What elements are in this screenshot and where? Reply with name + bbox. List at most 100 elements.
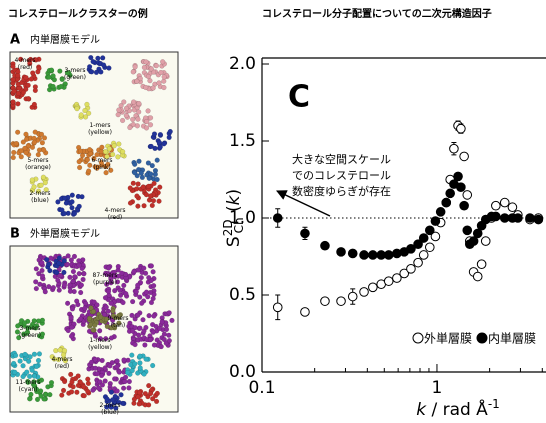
x-axis-label-part: / rad Å xyxy=(426,398,488,420)
y-tick-label: 1.5 xyxy=(229,131,256,151)
molecule-atom xyxy=(141,317,146,322)
molecule-atom xyxy=(76,194,81,199)
molecule-atom xyxy=(167,135,172,140)
molecule-atom xyxy=(81,384,86,389)
molecule-atom xyxy=(141,185,146,190)
molecule-atom xyxy=(127,125,132,130)
molecule-atom xyxy=(32,102,37,107)
cluster-label: 5-mers(orange) xyxy=(25,157,51,171)
molecule-atom xyxy=(91,388,96,393)
cluster-label-line: 11-mers xyxy=(16,379,41,386)
data-point xyxy=(321,241,330,250)
molecule-atom xyxy=(74,390,79,395)
molecule-atom xyxy=(56,200,61,205)
panel-letter: B xyxy=(10,227,20,242)
molecule-atom xyxy=(30,368,35,373)
molecule-atom xyxy=(95,303,100,308)
y-axis-label-part: ( xyxy=(224,205,244,217)
data-point xyxy=(454,172,463,181)
molecule-atom xyxy=(70,307,75,312)
molecule-atom xyxy=(120,149,125,154)
data-point xyxy=(481,237,490,246)
cluster-label: 2-mers(blue) xyxy=(29,190,50,204)
molecule-atom xyxy=(132,162,137,167)
molecule-atom xyxy=(146,383,151,388)
panel-title: 内単層膜モデル xyxy=(30,33,100,46)
cluster-label-line: 9-mers xyxy=(107,315,128,322)
cluster-label-line: (yellow) xyxy=(88,344,112,351)
molecule-atom xyxy=(109,301,114,306)
molecule-atom xyxy=(124,106,129,111)
data-point xyxy=(425,226,434,235)
data-point xyxy=(477,260,486,269)
molecule-atom xyxy=(89,69,94,74)
x-axis-label: k / rad Å-1 xyxy=(416,397,500,421)
data-point xyxy=(337,297,346,306)
molecule-atom xyxy=(77,165,82,170)
molecule-atom xyxy=(157,199,162,204)
molecule-atom xyxy=(131,100,136,105)
molecule-atom xyxy=(131,181,136,186)
molecule-atom xyxy=(11,77,16,82)
data-point xyxy=(419,251,428,260)
molecule-atom xyxy=(100,358,105,363)
molecule-atom xyxy=(51,285,56,290)
molecule-atom xyxy=(65,301,70,306)
molecule-atom xyxy=(162,332,167,337)
data-point xyxy=(442,198,451,207)
data-point xyxy=(321,297,330,306)
molecule-atom xyxy=(87,147,92,152)
molecule-atom xyxy=(150,363,155,368)
molecule-atom xyxy=(134,186,139,191)
molecule-atom xyxy=(51,84,56,89)
molecule-atom xyxy=(117,370,122,375)
molecule-atom xyxy=(60,208,65,213)
molecule-atom xyxy=(49,380,54,385)
molecule-atom xyxy=(94,70,99,75)
molecule-atom xyxy=(77,271,82,276)
y-tick-label: 2.0 xyxy=(229,54,256,74)
molecule-atom xyxy=(127,379,132,384)
molecule-atom xyxy=(137,159,142,164)
molecule-atom xyxy=(157,326,162,331)
data-point xyxy=(514,214,523,223)
molecule-atom xyxy=(146,275,151,280)
molecule-atom xyxy=(15,73,20,78)
molecule-atom xyxy=(121,100,126,105)
molecule-atom xyxy=(157,81,162,86)
molecule-atom xyxy=(11,155,16,160)
molecule-atom xyxy=(100,383,105,388)
molecule-atom xyxy=(116,264,121,269)
molecule-atom xyxy=(32,140,37,145)
data-point xyxy=(301,229,310,238)
molecule-atom xyxy=(119,392,124,397)
molecule-atom xyxy=(170,318,175,323)
molecule-atom xyxy=(142,203,147,208)
annotation: 数密度ゆらぎが存在 xyxy=(292,184,391,198)
molecule-atom xyxy=(158,145,163,150)
molecule-atom xyxy=(167,338,172,343)
molecule-atom xyxy=(29,392,34,397)
molecule-atom xyxy=(91,309,96,314)
molecule-atom xyxy=(82,271,87,276)
molecule-atom xyxy=(85,157,90,162)
molecule-atom xyxy=(86,381,91,386)
molecule-atom xyxy=(41,175,46,180)
molecule-atom xyxy=(21,363,26,368)
cluster-label-line: (red) xyxy=(18,64,33,71)
data-point xyxy=(460,152,469,161)
molecule-atom xyxy=(78,380,83,385)
molecule-atom xyxy=(115,389,120,394)
molecule-atom xyxy=(151,314,156,319)
molecule-atom xyxy=(136,333,141,338)
molecule-atom xyxy=(152,343,157,348)
molecule-atom xyxy=(108,363,113,368)
molecule-atom xyxy=(62,196,67,201)
molecule-atom xyxy=(130,117,135,122)
data-point xyxy=(457,183,466,192)
molecule-atom xyxy=(66,328,71,333)
molecule-atom xyxy=(78,149,83,154)
molecule-atom xyxy=(62,283,67,288)
cluster-label: 3-mers(green) xyxy=(19,325,41,339)
molecule-atom xyxy=(87,163,92,168)
